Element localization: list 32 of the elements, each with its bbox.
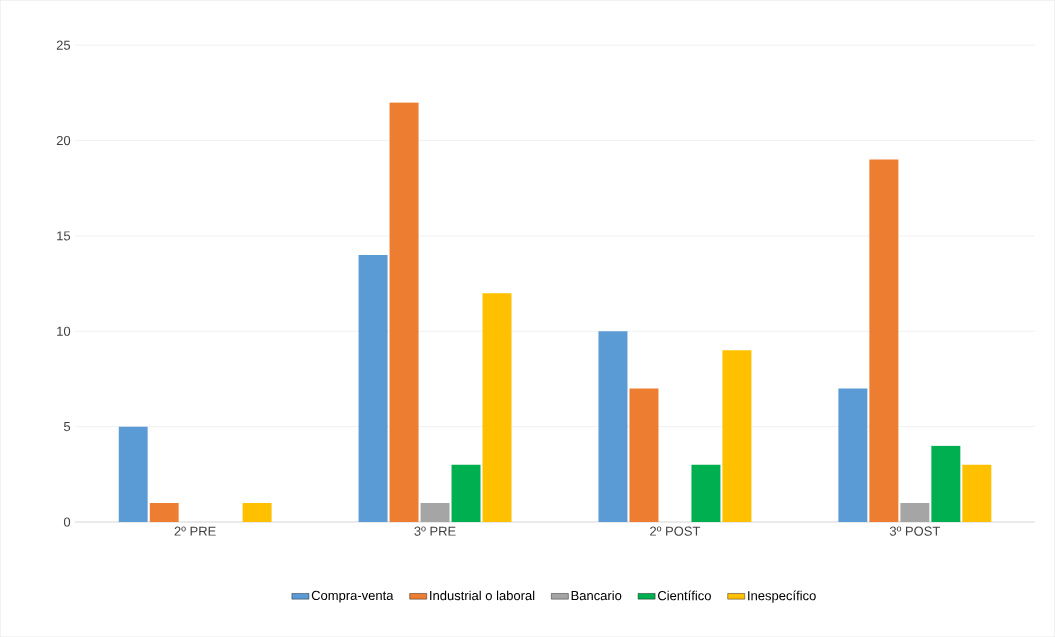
bar — [598, 331, 628, 522]
x-tick-label: 2º POST — [650, 526, 701, 536]
y-tick-label: 5 — [63, 422, 71, 432]
bar — [482, 293, 512, 522]
bar — [451, 464, 481, 522]
bar — [149, 502, 179, 522]
bar — [389, 102, 419, 522]
y-tick-label: 20 — [56, 135, 71, 146]
bar — [838, 388, 868, 522]
y-tick-label: 15 — [57, 231, 71, 241]
x-tick-label: 3º POST — [889, 526, 941, 536]
bar — [900, 502, 930, 522]
bar — [629, 388, 659, 522]
x-tick-label: 3º PRE — [414, 526, 456, 536]
legend-label: Inespecífico — [748, 590, 816, 603]
x-tick-label: 2º PRE — [174, 526, 216, 536]
legend-label: Científico — [657, 590, 711, 601]
bar — [358, 254, 388, 522]
y-tick-label: 25 — [56, 40, 71, 50]
bar — [242, 502, 272, 522]
y-tick-label: 10 — [57, 326, 71, 336]
bar — [962, 464, 992, 522]
legend-label: Compra-venta — [311, 590, 394, 603]
bar — [722, 350, 752, 522]
legend-label: Bancario — [571, 590, 622, 601]
bar — [691, 464, 721, 522]
bar — [869, 159, 899, 522]
y-tick-label: 0 — [63, 517, 71, 527]
bar — [931, 445, 961, 522]
bar — [420, 502, 450, 522]
bar — [118, 426, 148, 522]
legend-label: Industrial o laboral — [430, 590, 535, 601]
